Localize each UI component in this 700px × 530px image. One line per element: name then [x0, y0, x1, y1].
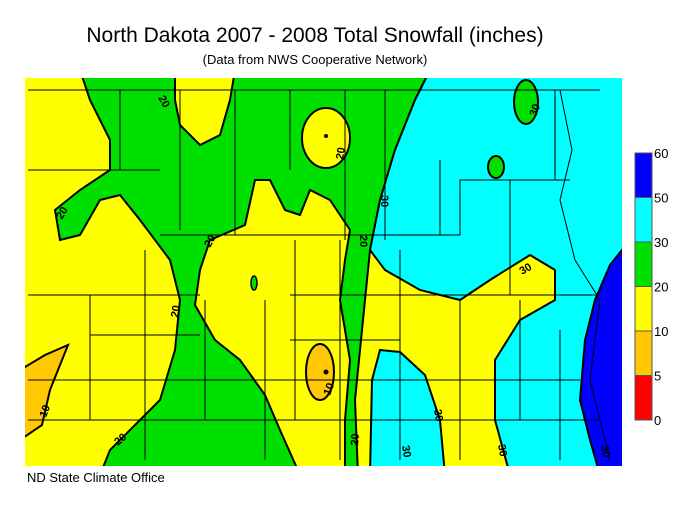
contour-label: 30 [518, 261, 535, 278]
station-dot [323, 369, 329, 375]
footer-credit: ND State Climate Office [27, 470, 165, 485]
legend-swatch-20-30 [634, 241, 653, 287]
county-boundaries [28, 89, 611, 461]
region-50-60 [578, 248, 622, 466]
region-30-50 [368, 78, 622, 466]
contour-label: 20 [357, 235, 369, 247]
contour-label: 30 [495, 443, 509, 457]
legend-label: 50 [654, 191, 668, 206]
map-subtitle: (Data from NWS Cooperative Network) [202, 52, 428, 67]
contour-labels: 20 20 20 20 20 20 30 30 30 30 30 30 30 1… [38, 94, 612, 459]
legend-label: 30 [654, 235, 668, 250]
station-dot [324, 134, 328, 138]
contour-label: 20 [54, 205, 71, 222]
contour-label: 20 [349, 433, 362, 446]
contour-label: 30 [598, 444, 612, 458]
region-20-30 [250, 275, 258, 291]
contour-label: 20 [169, 304, 183, 318]
contour-label: 30 [378, 195, 390, 207]
region-20-30 [513, 79, 539, 125]
region-30-50 [369, 348, 446, 466]
legend-swatch-30-50 [634, 197, 653, 243]
contour-label: 30 [528, 102, 543, 118]
region-5-10 [25, 343, 70, 438]
region-5-10 [305, 343, 335, 401]
contour-label: 20 [334, 146, 348, 160]
map-fill: 20 20 20 20 20 20 30 30 30 30 30 30 30 1… [25, 78, 622, 466]
region-20-30 [487, 155, 505, 179]
legend-swatch-50-60 [634, 152, 653, 198]
contour-label: 20 [202, 233, 219, 250]
contour-label: 10 [38, 403, 53, 419]
legend-label: 20 [654, 280, 668, 295]
region-20-30 [53, 78, 428, 466]
legend-label: 10 [654, 324, 668, 339]
contour-label: 30 [431, 408, 445, 422]
legend-swatch-0-5 [634, 375, 653, 421]
legend-label: 0 [654, 413, 661, 428]
legend-label: 5 [654, 369, 661, 384]
legend-label: 60 [654, 146, 668, 161]
contour-label: 10 [322, 381, 337, 397]
map-title: North Dakota 2007 - 2008 Total Snowfall … [86, 24, 544, 47]
region-10-20 [174, 78, 235, 147]
legend-swatch-5-10 [634, 330, 653, 376]
contour-label: 30 [399, 444, 413, 458]
contour-label: 20 [155, 94, 172, 111]
legend-swatch-10-20 [634, 286, 653, 332]
